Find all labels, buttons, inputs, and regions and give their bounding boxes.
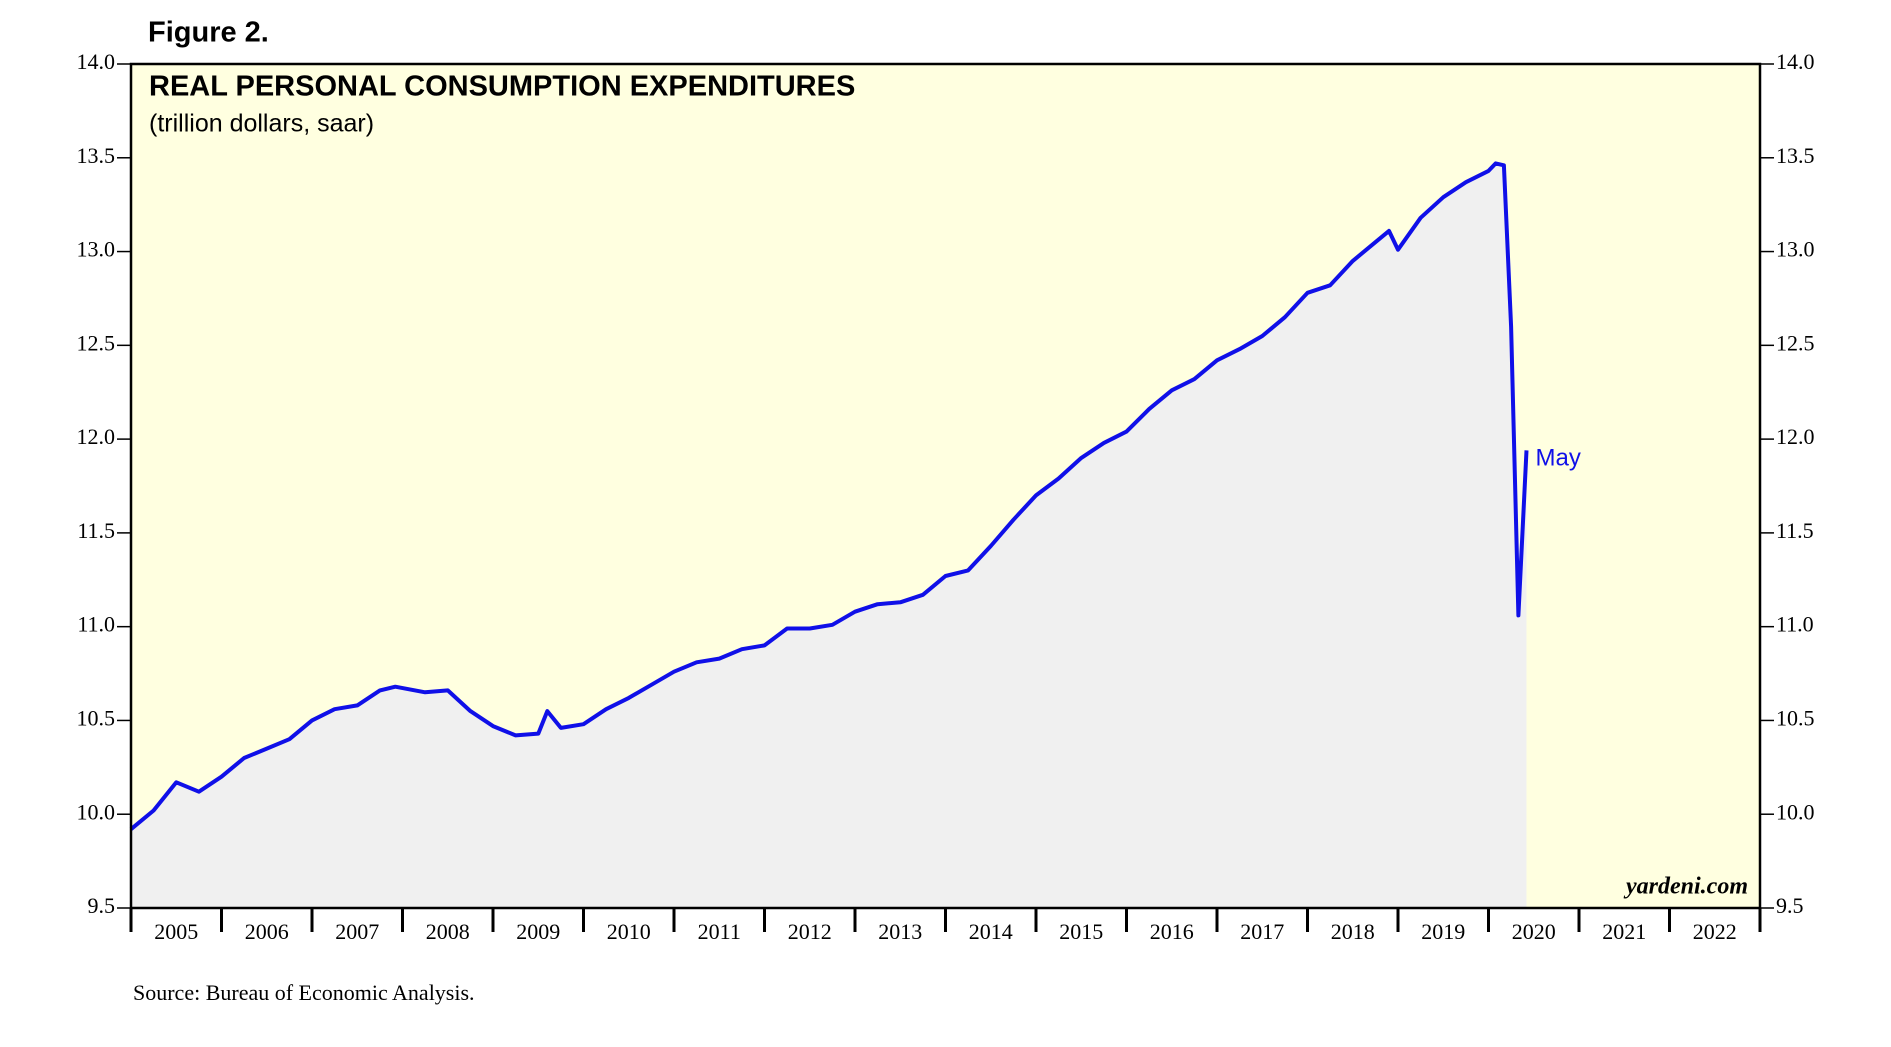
x-tick-label: 2020 xyxy=(1512,919,1556,944)
x-tick-label: 2013 xyxy=(878,919,922,944)
y2-tick-label: 11.0 xyxy=(1776,612,1814,637)
x-tick-label: 2006 xyxy=(245,919,289,944)
y2-tick-label: 10.5 xyxy=(1776,705,1815,730)
y2-tick-label: 12.5 xyxy=(1776,330,1815,355)
x-tick-label: 2019 xyxy=(1421,919,1465,944)
y-tick-label: 12.0 xyxy=(77,424,116,449)
x-tick-label: 2011 xyxy=(698,919,741,944)
annotation: May xyxy=(1536,445,1581,472)
y-tick-label: 13.0 xyxy=(77,237,116,262)
y2-tick-label: 14.0 xyxy=(1776,49,1815,74)
y2-tick-label: 9.5 xyxy=(1776,893,1804,918)
x-tick-label: 2017 xyxy=(1240,919,1284,944)
y-tick-label: 13.5 xyxy=(77,143,116,168)
y-tick-label: 12.5 xyxy=(77,330,116,355)
x-tick-label: 2007 xyxy=(335,919,379,944)
y-tick-label: 10.5 xyxy=(77,705,116,730)
y-tick-label: 14.0 xyxy=(77,49,116,74)
y2-tick-label: 11.5 xyxy=(1776,518,1814,543)
chart-subtitle: (trillion dollars, saar) xyxy=(149,110,374,138)
x-tick-label: 2016 xyxy=(1150,919,1194,944)
y2-tick-label: 10.0 xyxy=(1776,799,1815,824)
y-tick-label: 11.0 xyxy=(77,612,115,637)
x-tick-label: 2021 xyxy=(1602,919,1646,944)
x-tick-label: 2009 xyxy=(516,919,560,944)
x-tick-label: 2010 xyxy=(607,919,651,944)
x-tick-label: 2018 xyxy=(1331,919,1375,944)
data-line xyxy=(129,161,1529,831)
source-note: Source: Bureau of Economic Analysis. xyxy=(133,980,475,1005)
y-tick-label: 11.5 xyxy=(77,518,115,543)
y-tick-label: 10.0 xyxy=(77,799,116,824)
x-tick-label: 2022 xyxy=(1693,919,1737,944)
y2-tick-label: 12.0 xyxy=(1776,424,1815,449)
x-tick-label: 2014 xyxy=(969,919,1013,944)
y2-tick-label: 13.0 xyxy=(1776,237,1815,262)
x-tick-label: 2015 xyxy=(1059,919,1103,944)
y-tick-label: 9.5 xyxy=(88,893,116,918)
x-tick-label: 2008 xyxy=(426,919,470,944)
x-tick-label: 2005 xyxy=(154,919,198,944)
figure-label: Figure 2. xyxy=(148,17,269,49)
watermark: yardeni.com xyxy=(1623,874,1748,900)
chart-title: REAL PERSONAL CONSUMPTION EXPENDITURES xyxy=(149,71,855,103)
area-fill xyxy=(131,163,1527,908)
x-tick-label: 2012 xyxy=(788,919,832,944)
y2-tick-label: 13.5 xyxy=(1776,143,1815,168)
